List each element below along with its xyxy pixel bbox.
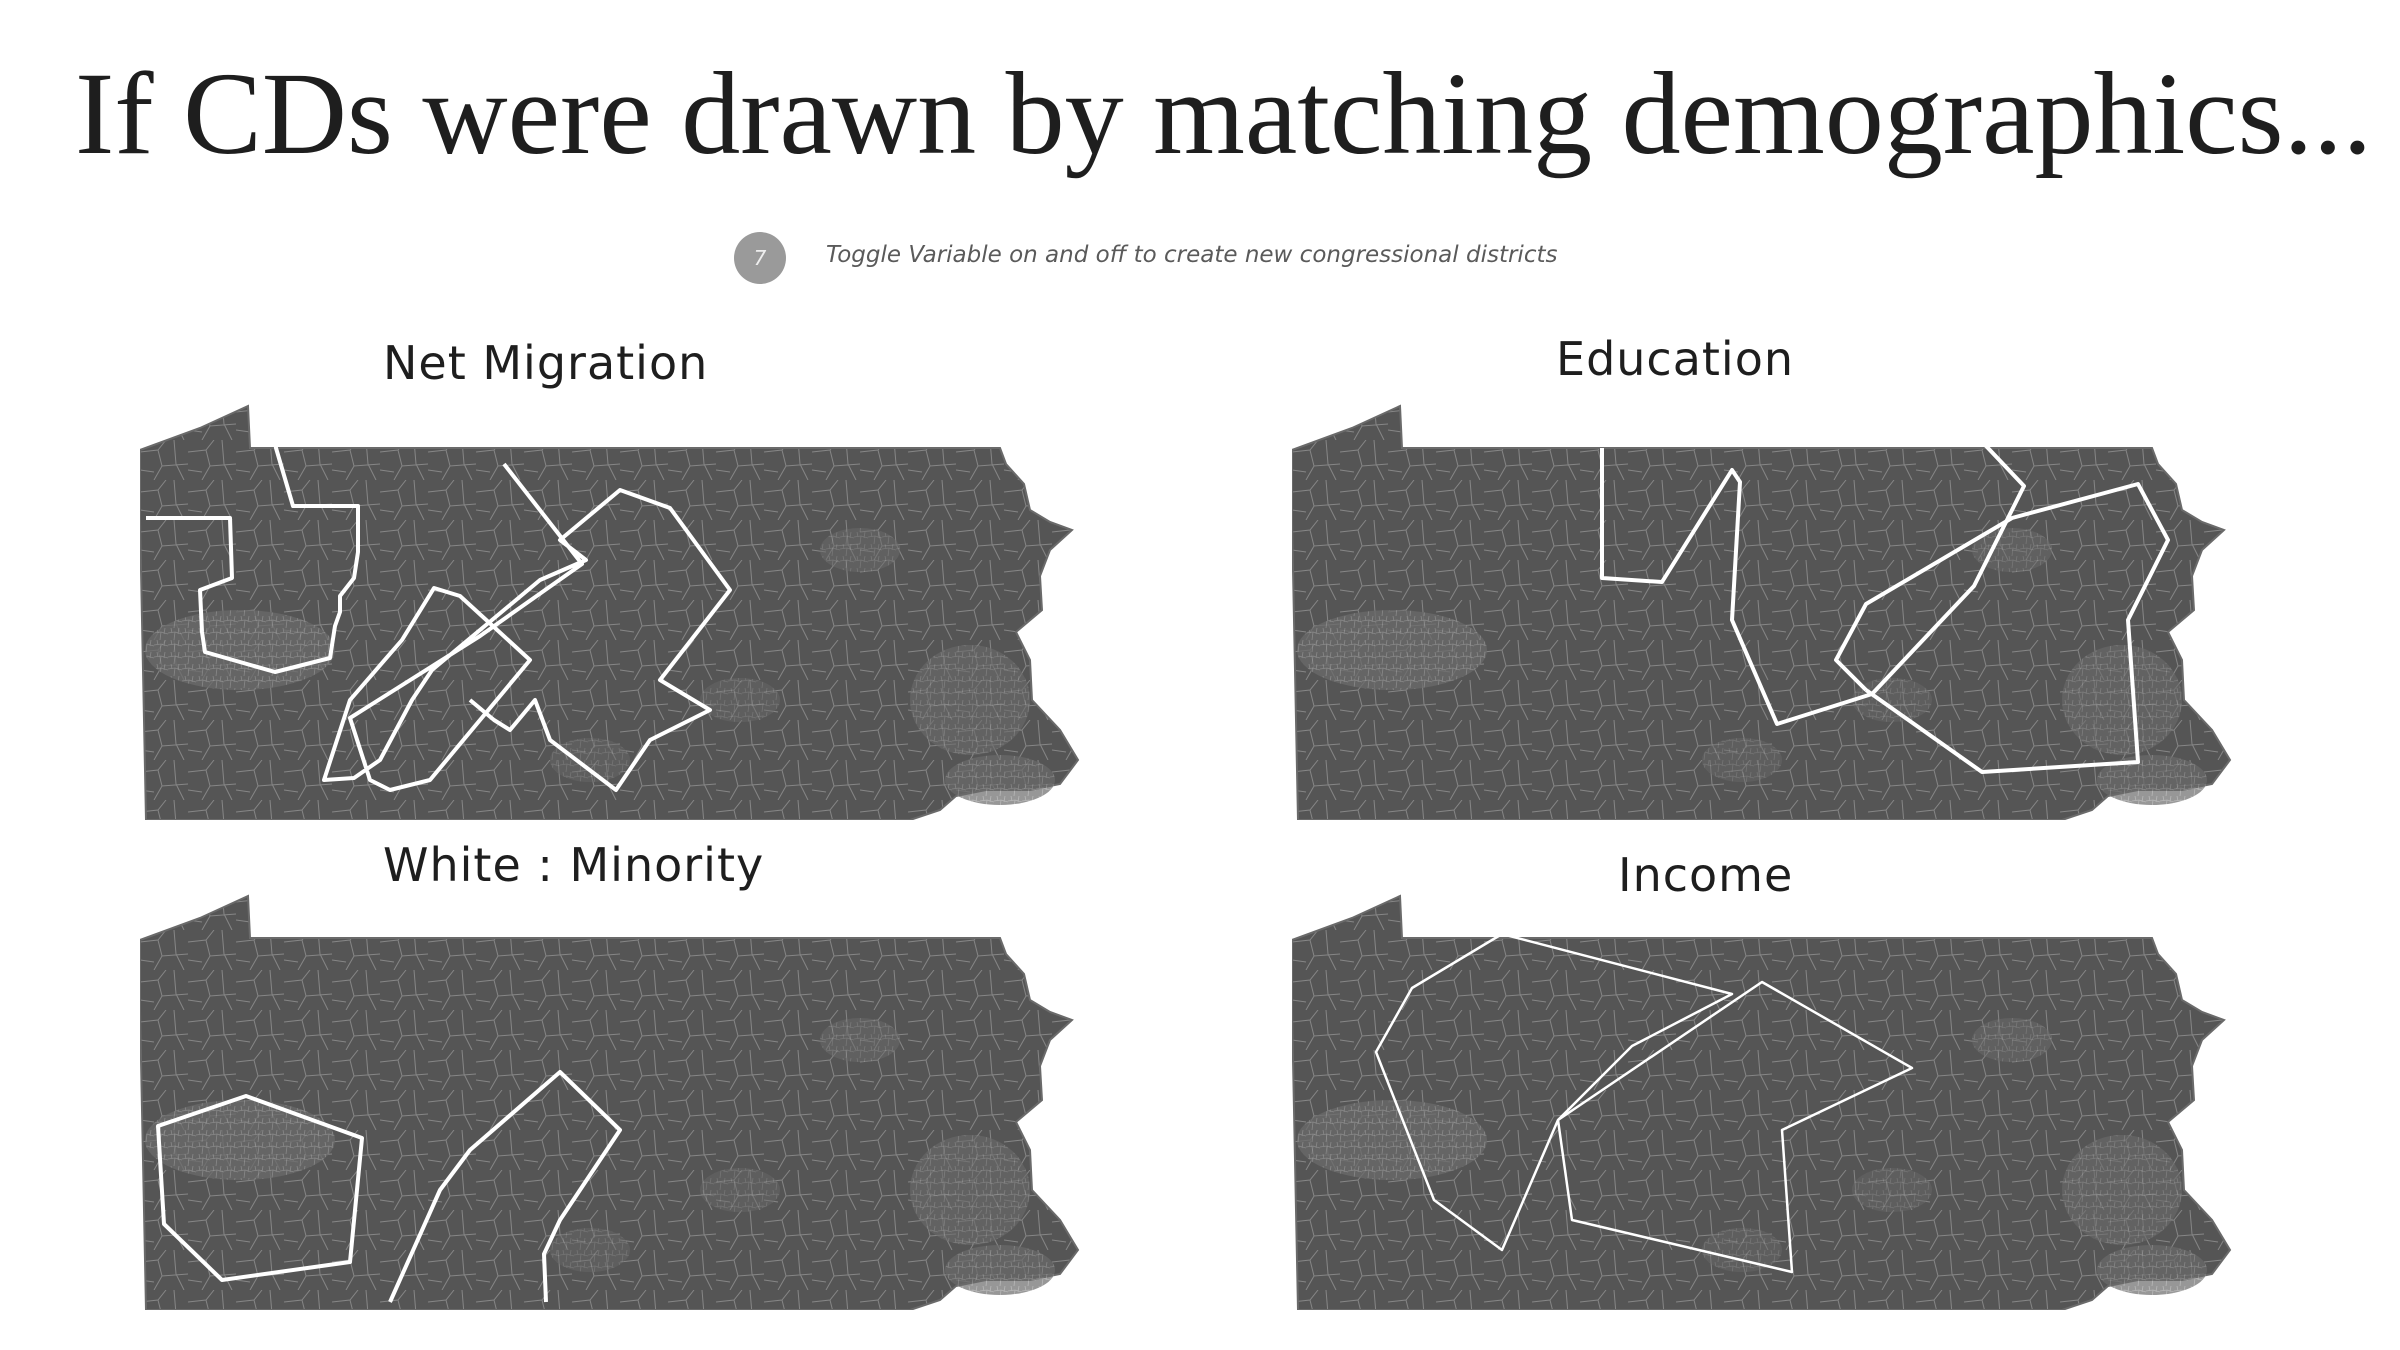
district-outline-2 [322,462,732,792]
map-white-minority[interactable] [140,890,1100,1310]
pennsylvania-map-income [1292,895,2231,1310]
panel-label-white-minority: White : Minority [383,838,765,892]
district-outline-1 [146,405,360,674]
step-number-badge: 7 [734,232,786,284]
panel-label-income: Income [1618,848,1794,902]
instruction-text: Toggle Variable on and off to create new… [826,242,1558,268]
district-outline-7 [1374,932,1734,1252]
map-net-migration[interactable] [140,400,1100,820]
pennsylvania-map-net-migration [140,405,1079,820]
district-outline-8 [1556,980,1914,1274]
page-title: If CDs were drawn by matching demographi… [75,48,2373,179]
pennsylvania-map-white-minority [140,895,1079,1310]
map-income[interactable] [1292,890,2252,1310]
map-education[interactable] [1292,400,2252,820]
district-outline-3 [1600,406,2026,726]
panel-label-net-migration: Net Migration [383,336,709,390]
panel-label-education: Education [1556,332,1795,386]
district-outline-5 [156,1094,364,1282]
pennsylvania-map-education [1292,405,2231,820]
district-outline-4 [1834,482,2170,774]
district-outline-6 [388,1070,622,1303]
